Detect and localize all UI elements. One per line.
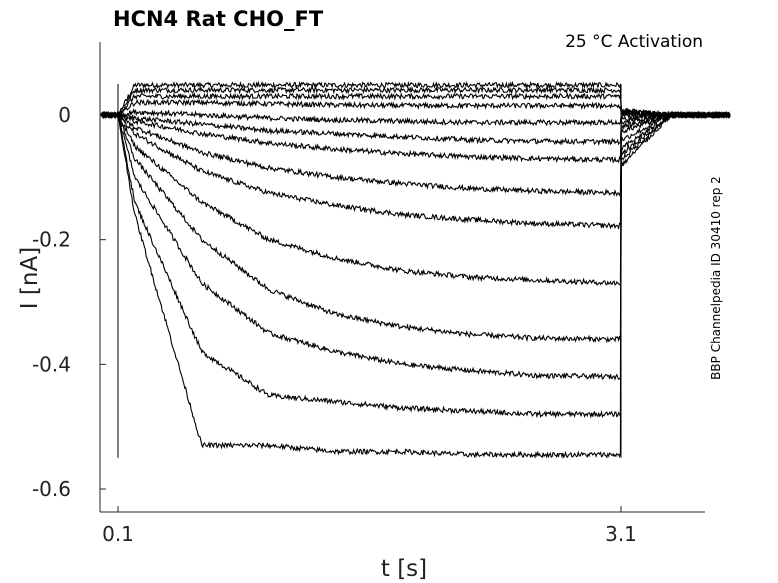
current-trace-2 [101, 85, 731, 120]
current-trace-9 [100, 110, 731, 231]
x-axis-label: t [s] [381, 556, 427, 582]
current-trace-7 [100, 110, 731, 164]
current-trace-13 [100, 111, 731, 419]
x-tick-label: 0.1 [102, 522, 134, 546]
current-trace-6 [100, 110, 731, 147]
current-trace-14 [101, 110, 731, 459]
current-trace-10 [100, 111, 731, 286]
channelpedia-id-note: BBP Channelpedia ID 30410 rep 2 [709, 176, 723, 380]
current-trace-5 [100, 108, 731, 127]
current-trace-12 [100, 111, 731, 381]
ticks: 0 -0.2 -0.4 -0.6 0.1 3.1 [32, 103, 637, 546]
y-axis-label: I [nA] [17, 247, 43, 309]
temperature-annotation: 25 °C Activation [565, 32, 703, 52]
y-tick-label: 0 [58, 103, 71, 127]
current-trace-8 [100, 110, 730, 197]
y-tick-label: -0.4 [32, 352, 71, 376]
chart-title: HCN4 Rat CHO_FT [113, 7, 324, 31]
current-trace-11 [100, 111, 731, 344]
y-tick-label: -0.2 [32, 228, 71, 252]
current-traces [100, 80, 731, 459]
x-tick-label: 3.1 [605, 522, 637, 546]
axes [99, 42, 705, 513]
y-tick-label: -0.6 [32, 477, 71, 501]
current-trace-4 [100, 98, 731, 120]
